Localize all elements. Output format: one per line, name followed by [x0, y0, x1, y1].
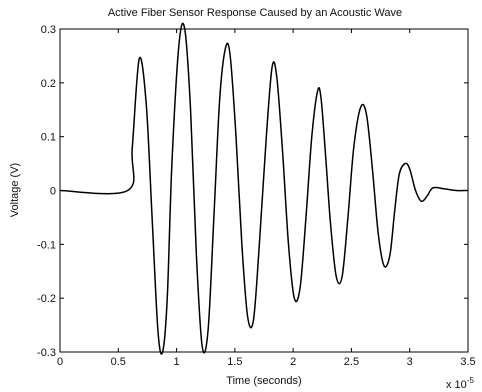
y-axis-label: Voltage (V) — [9, 163, 21, 217]
y-tick-label: -0.1 — [37, 239, 56, 251]
x-tick-label: 2.5 — [344, 356, 359, 368]
x-axis-ticks: 0 0.5 1 1.5 2 2.5 3 3.5 — [57, 29, 476, 368]
x-tick-label: 0.5 — [111, 356, 126, 368]
x-axis-multiplier: x 10-5 — [446, 376, 474, 391]
x-tick-label: 2 — [290, 356, 296, 368]
x-tick-label: 1.5 — [227, 356, 242, 368]
y-tick-label: -0.2 — [37, 293, 56, 305]
x-tick-label: 0 — [57, 356, 63, 368]
x-axis-multiplier-exponent: -5 — [467, 376, 475, 385]
y-tick-label: 0.3 — [41, 24, 56, 36]
y-axis-ticks: 0.3 0.2 0.1 0 -0.1 -0.2 -0.3 — [37, 24, 468, 359]
y-tick-label: 0.1 — [41, 132, 56, 144]
x-tick-label: 1 — [174, 356, 180, 368]
chart-title: Active Fiber Sensor Response Caused by a… — [108, 7, 402, 19]
x-tick-label: 3.5 — [460, 356, 475, 368]
x-axis-multiplier-base: x 10 — [446, 379, 467, 391]
y-tick-label: 0 — [50, 186, 56, 198]
x-axis-label: Time (seconds) — [226, 375, 301, 387]
x-tick-label: 3 — [407, 356, 413, 368]
plot-frame — [59, 28, 469, 353]
y-tick-label: -0.3 — [37, 347, 56, 359]
y-tick-label: 0.2 — [41, 78, 56, 90]
series-line — [59, 22, 469, 355]
